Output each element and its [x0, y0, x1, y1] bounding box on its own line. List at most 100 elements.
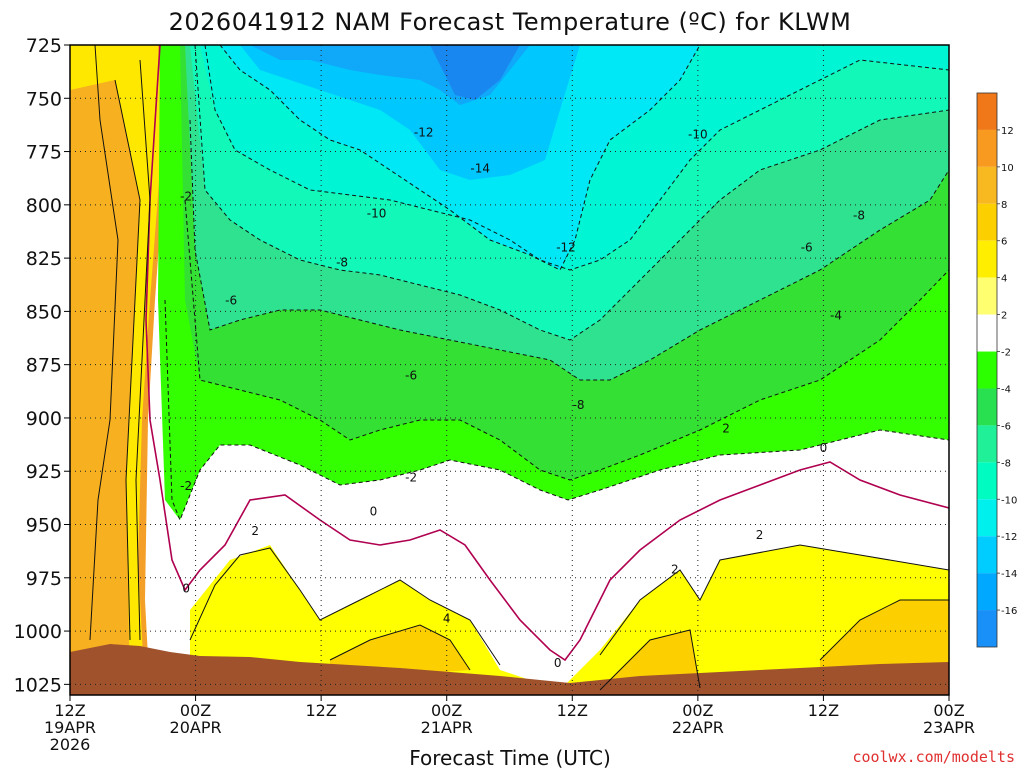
- plot-area: [70, 45, 949, 695]
- y-tick-label: 950: [26, 515, 62, 537]
- y-axis: 725 750 775 800 825 850 875 900 925 950 975 1000 102…: [14, 35, 70, 696]
- contour-line-minus4: [184, 199, 949, 481]
- y-tick-label: 725: [26, 35, 62, 57]
- contour-line-minus2: [164, 299, 949, 522]
- x-tick-label: 00Z: [682, 701, 713, 720]
- colorbar-swatch: [977, 573, 997, 611]
- contour-label: -2: [180, 479, 192, 493]
- x-tick-label: 20APR: [170, 718, 222, 737]
- colorbar-label: 6: [1001, 237, 1007, 248]
- contour-line-plus4: [329, 599, 949, 691]
- y-tick-label: 975: [26, 568, 62, 590]
- x-axis-title: Forecast Time (UTC): [409, 746, 611, 768]
- contour-label: -2: [180, 189, 192, 203]
- colorbar-swatch: [977, 203, 997, 241]
- contour-line-minus8: [194, 45, 949, 341]
- contour-line-minus12: [219, 45, 701, 271]
- x-tick-label: 12Z: [808, 701, 839, 720]
- contour-label: -4: [830, 309, 842, 323]
- credit-text: coolwx.com/modelts: [852, 748, 1015, 766]
- x-tick-label: 00Z: [933, 701, 964, 720]
- contour-label: 2: [251, 524, 259, 538]
- colorbar-swatch: [977, 93, 997, 130]
- contour-label: 2: [756, 528, 764, 542]
- colorbar-swatch: [977, 166, 997, 204]
- terrain-ground: [70, 644, 949, 695]
- colorbar-swatch: [977, 388, 997, 426]
- contour-label: -6: [801, 240, 813, 254]
- contour-label: 0: [820, 441, 828, 455]
- y-tick-label: 1025: [14, 674, 62, 696]
- plot-frame: [69, 44, 950, 696]
- y-tick-label: 800: [26, 195, 62, 217]
- chart-title: 2026041912 NAM Forecast Temperature (ºC)…: [169, 8, 852, 36]
- y-tick-label: 875: [26, 355, 62, 377]
- contour-label: 0: [370, 505, 378, 519]
- contour-line-plus2: [189, 544, 949, 666]
- colorbar-label: 8: [1001, 200, 1007, 211]
- contour-label: -8: [336, 255, 348, 269]
- colorbar-swatch: [977, 499, 997, 537]
- contour-label: -8: [573, 398, 585, 412]
- contour-label: 2: [671, 562, 679, 576]
- x-tick-label: 12Z: [54, 701, 85, 720]
- y-tick-label: 775: [26, 142, 62, 164]
- colorbar-label: -4: [1001, 384, 1011, 395]
- colorbar-label: -10: [1001, 495, 1017, 506]
- contour-label: -10: [688, 128, 708, 142]
- x-tick-label: 2026: [50, 735, 91, 754]
- y-tick-label: 850: [26, 301, 62, 323]
- y-tick-label: 825: [26, 248, 62, 270]
- colorbar-label: -16: [1001, 606, 1017, 617]
- contour-label: 0: [182, 581, 190, 595]
- colorbar-label: -14: [1001, 569, 1017, 580]
- x-tick-label: 12Z: [305, 701, 336, 720]
- grid-lines: [70, 44, 949, 695]
- colorbar-swatch: [977, 240, 997, 278]
- colorbar-swatch: [977, 277, 997, 315]
- contour-label: -2: [405, 471, 417, 485]
- contour-label: 0: [554, 656, 562, 670]
- contour-label: -12: [556, 240, 576, 254]
- colorbar-label: 10: [1001, 163, 1014, 174]
- colorbar-label: -12: [1001, 532, 1017, 543]
- x-tick-label: 19APR: [44, 718, 96, 737]
- contour-label: -12: [414, 125, 434, 139]
- colorbar-swatch: [977, 351, 997, 389]
- x-tick-label: 00Z: [180, 701, 211, 720]
- colorbar-label: 4: [1001, 274, 1007, 285]
- contour-line-minus10: [204, 45, 949, 271]
- band-orange-warm: [70, 80, 140, 695]
- colorbar-label: -8: [1001, 458, 1011, 469]
- x-tick-label: 12Z: [557, 701, 588, 720]
- x-tick-label: 23APR: [923, 718, 975, 737]
- y-tick-label: 925: [26, 461, 62, 483]
- x-tick-label: 21APR: [421, 718, 473, 737]
- colorbar: 12 10 8 6 4 2 -2 -4 -6 -8 -10 -12 -14 -16: [976, 92, 1017, 648]
- colorbar-label: 2: [1001, 311, 1007, 322]
- contour-label: -8: [853, 208, 865, 222]
- colorbar-swatch: [977, 610, 997, 647]
- y-tick-label: 750: [26, 88, 62, 110]
- contour-label: -10: [367, 206, 387, 220]
- colorbar-swatch: [977, 425, 997, 463]
- colorbar-swatch: [977, 462, 997, 500]
- contour-label: 2: [722, 422, 730, 436]
- contour-label: 4: [443, 611, 451, 625]
- colorbar-label: 12: [1001, 126, 1014, 137]
- contour-label: -6: [225, 294, 237, 308]
- contour-lines-warm-left: [89, 45, 151, 641]
- colorbar-swatch: [977, 314, 997, 352]
- colorbar-label: -6: [1001, 421, 1011, 432]
- band-blue-core: [430, 45, 520, 100]
- colorbar-swatch: [977, 536, 997, 574]
- colorbar-label: -2: [1001, 348, 1011, 359]
- y-tick-label: 900: [26, 408, 62, 430]
- contour-line-minus6: [189, 119, 949, 381]
- contour-label: -14: [470, 162, 490, 176]
- colorbar-swatch: [977, 129, 997, 167]
- x-tick-label: 22APR: [672, 718, 724, 737]
- contour-labels: -12 -14 -10 -2 -10 -12 -8 -8 -6 -6 -4 -6 -8 2 0 -2 -2 0 2 2…: [180, 125, 865, 670]
